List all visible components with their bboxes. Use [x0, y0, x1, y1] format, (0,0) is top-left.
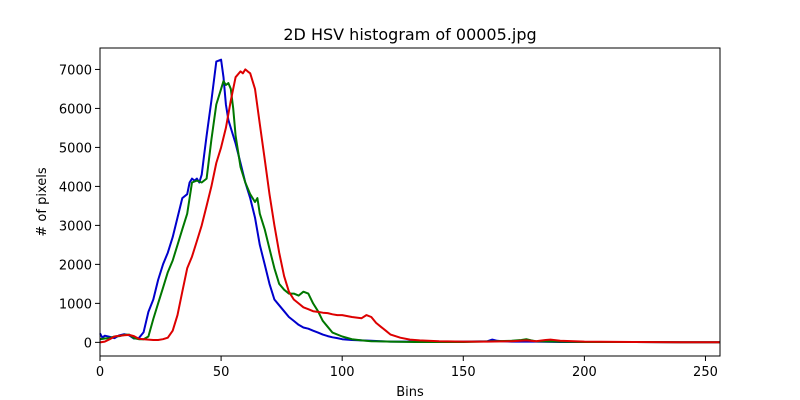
x-tick-label: 50: [213, 365, 230, 380]
y-tick-label: 2000: [59, 258, 92, 273]
y-tick-label: 3000: [59, 219, 92, 234]
y-tick-label: 4000: [59, 180, 92, 195]
x-tick-label: 100: [330, 365, 355, 380]
y-tick-label: 7000: [59, 63, 92, 78]
x-tick-label: 0: [96, 365, 104, 380]
chart-title: 2D HSV histogram of 00005.jpg: [283, 25, 536, 44]
series-line-2: [99, 80, 720, 344]
plot-frame: [99, 47, 721, 357]
x-tick-label: 250: [693, 365, 718, 380]
series-layer: [99, 58, 720, 344]
x-tick-label: 200: [572, 365, 597, 380]
y-tick-label: 1000: [59, 297, 92, 312]
y-tick-label: 0: [84, 336, 92, 351]
x-axis-label: Bins: [396, 385, 424, 400]
y-tick-label: 5000: [59, 141, 92, 156]
x-axis: 0 50 100 150 200 250: [96, 356, 718, 380]
series-line-3: [99, 68, 720, 344]
y-axis: 0 1000 2000 3000 4000 5000 6000 7000: [59, 63, 100, 351]
y-tick-label: 6000: [59, 102, 92, 117]
y-axis-label: # of pixels: [35, 167, 50, 236]
x-tick-label: 150: [451, 365, 476, 380]
